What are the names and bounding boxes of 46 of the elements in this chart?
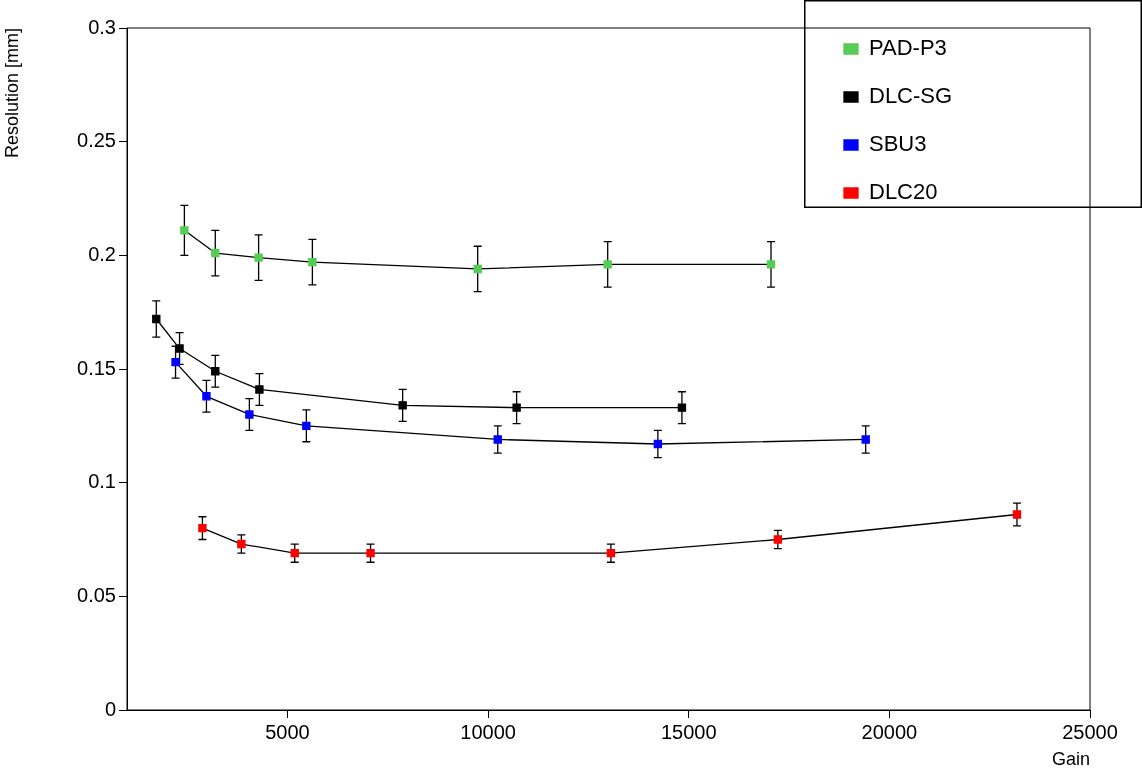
legend-label: SBU3: [869, 131, 927, 157]
point: [237, 539, 246, 549]
y-tick-label: 0: [104, 697, 116, 720]
point: [171, 357, 180, 367]
x-tick-label: 5000: [265, 720, 310, 743]
point: [152, 314, 161, 324]
point: [861, 435, 870, 444]
point: [653, 439, 663, 449]
legend-label: DLC-SG: [869, 83, 953, 109]
point: [512, 403, 521, 412]
legend-label: PAD-P3: [869, 35, 947, 61]
point: [290, 548, 299, 558]
point: [1012, 510, 1022, 519]
x-tick-label: 15000: [660, 720, 717, 743]
legend-label: DLC20: [869, 179, 938, 205]
point: [493, 435, 502, 444]
point: [677, 403, 687, 412]
point: [245, 410, 254, 419]
point: [606, 548, 616, 558]
y-tick-label: 0.05: [77, 583, 116, 606]
point: [211, 367, 220, 376]
y-tick-label: 0.2: [88, 242, 116, 265]
x-tick-label: 20000: [861, 720, 918, 743]
point: [175, 344, 184, 353]
point: [308, 257, 317, 267]
y-axis-title: Resolution [mm]: [1, 28, 22, 159]
x-tick-label: 25000: [1062, 720, 1118, 743]
point: [211, 248, 220, 258]
point: [198, 523, 207, 533]
y-tick-label: 0.15: [77, 356, 116, 379]
point: [366, 548, 375, 558]
point: [180, 226, 189, 235]
x-tick-label: 10000: [460, 720, 516, 743]
point: [255, 385, 264, 394]
point: [473, 264, 482, 274]
point: [254, 253, 263, 262]
point: [766, 260, 776, 269]
point: [202, 392, 211, 401]
x-axis-title: Gain: [1051, 749, 1090, 770]
y-tick-label: 0.3: [88, 15, 116, 38]
point: [773, 535, 783, 544]
y-tick-label: 0.1: [88, 470, 116, 493]
point: [398, 401, 407, 410]
point: [302, 421, 311, 431]
point: [603, 260, 612, 269]
y-tick-label: 0.25: [77, 129, 116, 152]
